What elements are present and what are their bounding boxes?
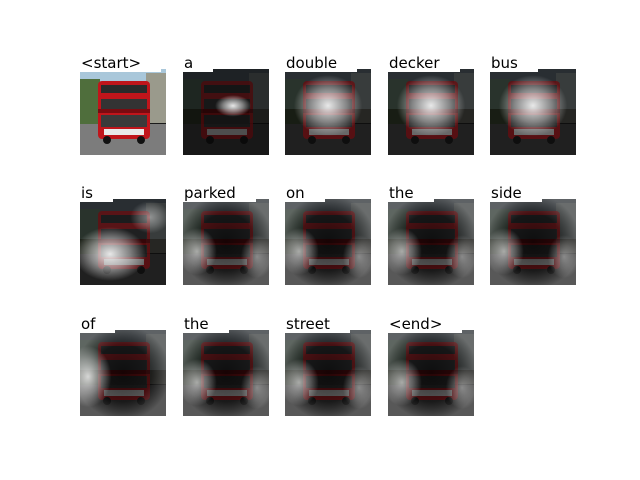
word-label: <end> [388, 315, 463, 333]
word-label: decker [388, 54, 460, 72]
attention-panel [285, 199, 371, 285]
word-label: the [388, 184, 434, 202]
attention-panel [285, 330, 371, 416]
attention-panel [285, 69, 371, 155]
attention-panel [80, 69, 166, 155]
attention-panel [388, 199, 474, 285]
word-label: the [183, 315, 229, 333]
word-label: on [285, 184, 325, 202]
word-label: street [285, 315, 350, 333]
attention-panel [490, 199, 576, 285]
word-label: a [183, 54, 214, 72]
word-label: <start> [80, 54, 162, 72]
attention-panel [80, 199, 166, 285]
attention-panel [388, 69, 474, 155]
word-label: of [80, 315, 116, 333]
attention-panel [183, 199, 269, 285]
attention-panel [183, 69, 269, 155]
attention-panel [388, 330, 474, 416]
word-label: is [80, 184, 113, 202]
attention-panel [490, 69, 576, 155]
attention-panel [183, 330, 269, 416]
attention-panel [80, 330, 166, 416]
word-label: parked [183, 184, 256, 202]
word-label: side [490, 184, 542, 202]
word-label: bus [490, 54, 538, 72]
word-label: double [285, 54, 358, 72]
